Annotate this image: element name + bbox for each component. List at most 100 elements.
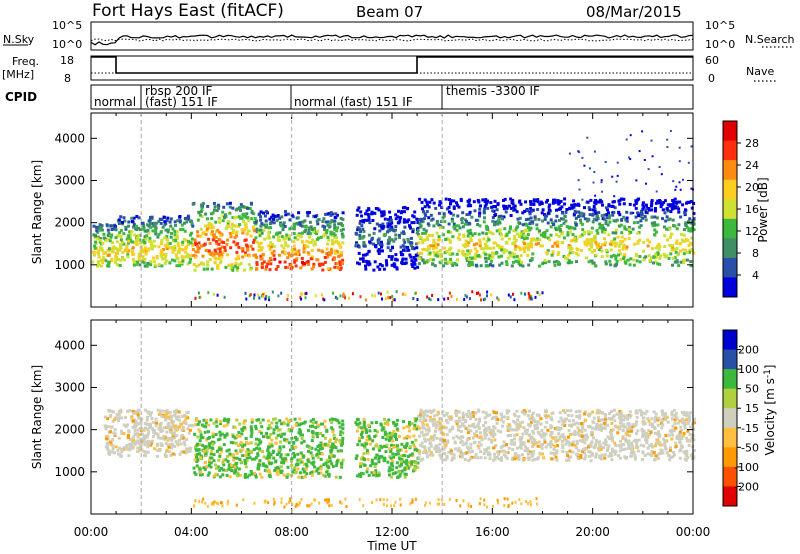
- power-cell: [641, 207, 645, 211]
- velocity-cell: [272, 428, 276, 432]
- power-cell: [620, 218, 624, 221]
- velocity-cell: [374, 462, 378, 466]
- power-cell: [650, 208, 654, 212]
- power-cell: [583, 230, 587, 234]
- power-cell: [390, 221, 394, 225]
- velocity-cell: [207, 464, 211, 467]
- power-cell: [299, 223, 303, 227]
- power-cell: [193, 238, 197, 242]
- power-cell: [155, 256, 159, 260]
- velocity-cell: [599, 447, 603, 451]
- power-cell: [189, 233, 192, 237]
- power-cell: [561, 211, 564, 215]
- velocity-cell: [254, 442, 258, 446]
- velocity-cell: [334, 475, 338, 479]
- power-cell: [253, 217, 257, 220]
- power-cell: [597, 248, 601, 252]
- velocity-cell: [208, 458, 212, 462]
- power-cell: [425, 235, 429, 239]
- power-cell: [575, 247, 579, 251]
- power-cell: [280, 244, 284, 248]
- velocity-cell: [602, 441, 606, 445]
- velocity-cell: [179, 442, 183, 446]
- velocity-cell: [122, 447, 126, 451]
- velocity-cell: [204, 461, 207, 465]
- velocity-cell: [614, 444, 618, 447]
- power-cell: [496, 222, 500, 226]
- power-cell: [189, 257, 193, 261]
- power-cell: [137, 216, 141, 220]
- velocity-cell: [510, 428, 514, 432]
- velocity-cell: [273, 417, 277, 421]
- power-cell: [137, 234, 141, 238]
- power-cell: [396, 215, 400, 219]
- velocity-cell: [163, 414, 167, 418]
- power-cell: [530, 245, 534, 249]
- power-cell: [447, 210, 451, 214]
- velocity-cell: [390, 432, 394, 436]
- power-cell: [429, 257, 433, 261]
- velocity-cell: [247, 450, 251, 454]
- velocity-cell: [508, 425, 512, 429]
- power-cell: [131, 246, 135, 250]
- velocity-cell: [562, 409, 566, 413]
- velocity-cell: [646, 446, 650, 450]
- power-cell: [135, 224, 138, 228]
- power-cell: [651, 155, 654, 158]
- power-cell: [663, 208, 666, 211]
- power-cell: [499, 245, 503, 249]
- power-cell: [689, 241, 692, 245]
- power-cell: [166, 244, 170, 248]
- velocity-cell: [335, 437, 338, 441]
- velocity-cell: [129, 437, 133, 441]
- velocity-cell: [238, 458, 242, 461]
- velocity-cell: [241, 444, 245, 448]
- velocity-cell: [516, 418, 519, 422]
- velocity-cell: [663, 443, 667, 447]
- velocity-cell: [129, 445, 132, 449]
- power-cell: [489, 201, 493, 205]
- velocity-cell: [575, 442, 579, 446]
- power-cell: [403, 225, 407, 229]
- velocity-cell: [424, 433, 428, 437]
- power-cell: [623, 225, 627, 229]
- power-cell: [114, 246, 118, 250]
- velocity-cell: [131, 440, 135, 444]
- power-cell: [629, 158, 632, 161]
- velocity-cell: [188, 428, 192, 432]
- power-cell: [660, 202, 663, 206]
- velocity-cell: [680, 421, 684, 425]
- power-cell: [594, 211, 598, 215]
- power-cell: [572, 199, 576, 203]
- power-cell: [193, 268, 197, 272]
- power-cell: [690, 187, 693, 190]
- power-cell: [638, 225, 642, 229]
- velocity-cell: [292, 455, 296, 459]
- power-cell: [429, 244, 433, 248]
- power-cell: [527, 292, 530, 296]
- velocity-cell: [243, 443, 247, 447]
- power-cell: [415, 246, 419, 250]
- power-cell: [500, 237, 504, 241]
- power-cell: [192, 263, 196, 267]
- power-cell: [658, 256, 662, 260]
- power-cell: [260, 222, 264, 226]
- velocity-cell: [109, 440, 113, 444]
- power-cell: [404, 261, 408, 265]
- power-cell: [181, 259, 185, 263]
- power-cell: [575, 237, 579, 241]
- power-cell: [143, 235, 147, 239]
- velocity-cell: [319, 443, 323, 447]
- velocity-cell: [654, 431, 657, 435]
- velocity-cell: [308, 446, 312, 450]
- velocity-cell: [626, 417, 630, 421]
- velocity-cell: [640, 413, 643, 417]
- velocity-cell: [372, 473, 375, 477]
- power-cell: [579, 212, 583, 216]
- velocity-cell: [227, 448, 231, 452]
- power-cell: [321, 220, 325, 223]
- power-cell: [147, 247, 151, 251]
- power-cell: [226, 253, 229, 257]
- power-cell: [268, 268, 272, 272]
